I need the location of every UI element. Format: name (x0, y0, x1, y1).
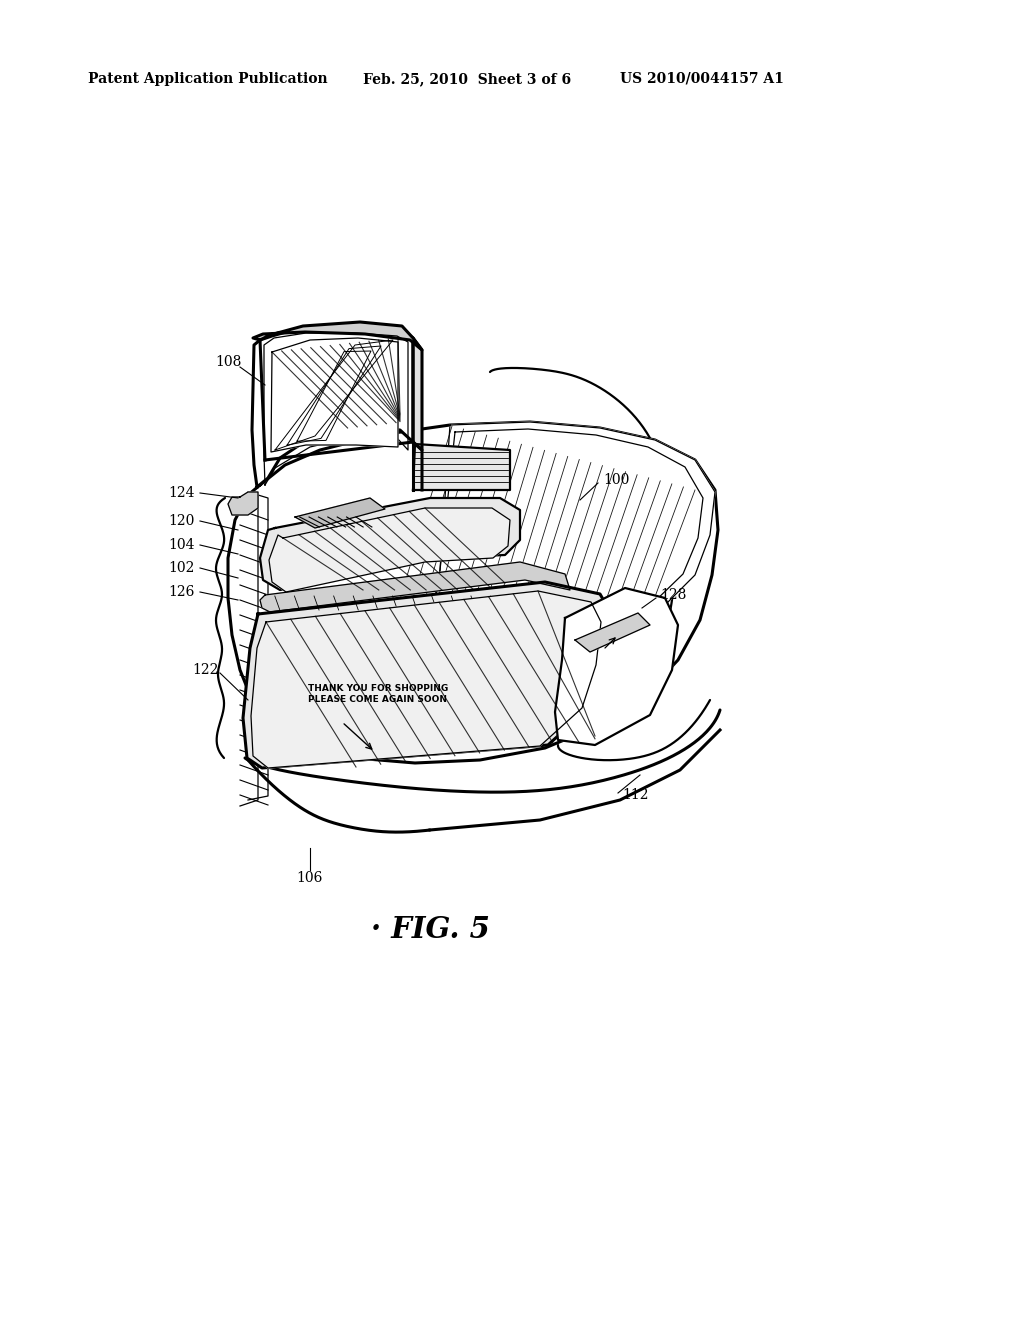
Polygon shape (228, 492, 258, 515)
Text: US 2010/0044157 A1: US 2010/0044157 A1 (620, 73, 784, 86)
Text: 100: 100 (603, 473, 630, 487)
Text: 126: 126 (168, 585, 195, 599)
Polygon shape (251, 591, 601, 768)
Text: Patent Application Publication: Patent Application Publication (88, 73, 328, 86)
Text: 102: 102 (168, 561, 195, 576)
Text: 112: 112 (622, 788, 648, 803)
Text: 104: 104 (168, 539, 195, 552)
Text: 106: 106 (297, 871, 324, 884)
Text: 124: 124 (168, 486, 195, 500)
Text: 120: 120 (168, 513, 195, 528)
Polygon shape (243, 582, 612, 768)
Polygon shape (555, 587, 678, 744)
Polygon shape (413, 338, 422, 450)
Polygon shape (253, 322, 422, 350)
Polygon shape (228, 422, 718, 763)
Polygon shape (260, 562, 570, 612)
Polygon shape (413, 444, 510, 490)
Polygon shape (430, 422, 715, 655)
Text: 122: 122 (193, 663, 218, 677)
Text: THANK YOU FOR SHOPPING
PLEASE COME AGAIN SOON: THANK YOU FOR SHOPPING PLEASE COME AGAIN… (308, 684, 449, 704)
Polygon shape (575, 612, 650, 652)
Polygon shape (260, 498, 520, 590)
Polygon shape (252, 325, 413, 487)
Text: · FIG. 5: · FIG. 5 (371, 916, 489, 945)
Text: 128: 128 (660, 587, 686, 602)
Polygon shape (271, 338, 398, 451)
Text: Feb. 25, 2010  Sheet 3 of 6: Feb. 25, 2010 Sheet 3 of 6 (362, 73, 571, 86)
Polygon shape (269, 508, 510, 591)
Text: 108: 108 (215, 355, 242, 370)
Polygon shape (295, 498, 385, 528)
